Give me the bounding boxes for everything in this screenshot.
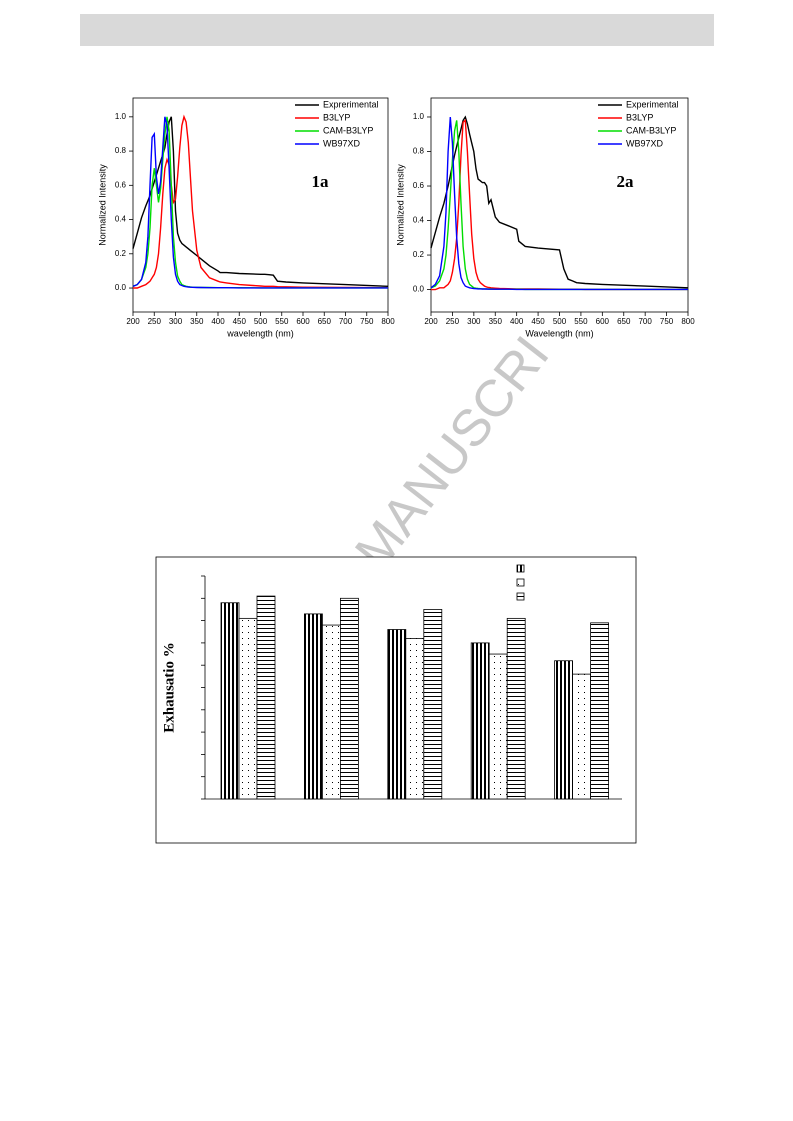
bar	[470, 642, 490, 800]
legend-label: B3LYP	[323, 112, 350, 122]
bar	[554, 660, 573, 800]
y-axis-label: Normalized Intensity	[97, 164, 107, 246]
x-tick-label: 350	[489, 317, 503, 326]
bar	[572, 673, 591, 800]
bar	[590, 622, 609, 800]
y-axis-label: Exhausatio %	[161, 642, 177, 732]
y-tick-label: 0.0	[115, 283, 127, 292]
x-tick-label: 250	[446, 317, 460, 326]
y-tick-label: 1.0	[413, 112, 425, 121]
x-tick-label: 750	[660, 317, 674, 326]
x-tick-label: 650	[318, 317, 332, 326]
x-tick-label: 250	[148, 317, 162, 326]
panel-label: 2a	[617, 172, 635, 191]
legend-swatch	[516, 592, 525, 601]
legend-label: WB97XD	[323, 138, 361, 148]
x-tick-label: 200	[424, 317, 438, 326]
y-tick-label: 0.0	[413, 285, 425, 294]
bar	[387, 629, 407, 800]
series-line	[132, 116, 389, 287]
y-tick-label: 0.6	[115, 180, 127, 189]
legend-label: Exprerimental	[323, 99, 379, 109]
x-tick-label: 800	[681, 317, 695, 326]
legend-swatch	[516, 578, 525, 587]
y-tick-label: 0.2	[115, 249, 127, 258]
header-bar	[80, 14, 714, 46]
y-tick-label: 0.8	[413, 147, 425, 156]
bar	[405, 638, 425, 800]
x-tick-label: 450	[233, 317, 247, 326]
x-tick-label: 550	[275, 317, 289, 326]
x-tick-label: 750	[360, 317, 374, 326]
x-tick-label: 650	[617, 317, 631, 326]
legend-label: Experimental	[626, 99, 679, 109]
y-tick-label: 0.4	[413, 216, 425, 225]
x-axis-label: Wavelength (nm)	[525, 328, 593, 338]
x-tick-label: 300	[467, 317, 481, 326]
y-tick-label: 0.8	[115, 146, 127, 155]
x-tick-label: 700	[339, 317, 353, 326]
x-tick-label: 400	[510, 317, 524, 326]
x-tick-label: 450	[531, 317, 545, 326]
bar	[220, 602, 240, 800]
bar	[339, 597, 359, 800]
y-tick-label: 0.2	[413, 250, 425, 259]
series-line	[430, 116, 688, 291]
x-tick-label: 300	[169, 317, 183, 326]
bar	[256, 595, 276, 800]
y-tick-label: 1.0	[115, 112, 127, 121]
legend-label: WB97XD	[626, 138, 664, 148]
legend-label: CAM-B3LYP	[626, 125, 676, 135]
bar	[506, 617, 526, 800]
bar	[423, 609, 443, 800]
bar	[488, 653, 508, 800]
panel-label: 1a	[312, 172, 330, 191]
y-tick-label: 0.4	[115, 215, 127, 224]
bar	[303, 613, 323, 800]
x-tick-label: 500	[553, 317, 567, 326]
x-axis-label: wavelength (nm)	[226, 328, 294, 338]
x-tick-label: 350	[190, 317, 204, 326]
x-tick-label: 700	[638, 317, 652, 326]
watermark: MANUSCRI	[344, 326, 560, 580]
x-tick-label: 400	[211, 317, 225, 326]
plot-background	[430, 97, 689, 313]
series-line	[133, 114, 389, 289]
x-tick-label: 600	[596, 317, 610, 326]
x-tick-label: 600	[296, 317, 310, 326]
x-tick-label: 550	[574, 317, 588, 326]
bar	[321, 624, 341, 800]
bar	[238, 617, 258, 800]
x-tick-label: 500	[254, 317, 268, 326]
y-tick-label: 0.6	[413, 181, 425, 190]
x-tick-label: 200	[126, 317, 140, 326]
series-line	[132, 116, 388, 289]
legend-swatch	[516, 564, 525, 573]
y-axis-label: Normalized Intensity	[395, 164, 405, 246]
legend-label: B3LYP	[626, 112, 653, 122]
legend-label: CAM-B3LYP	[323, 125, 373, 135]
x-tick-label: 800	[381, 317, 395, 326]
